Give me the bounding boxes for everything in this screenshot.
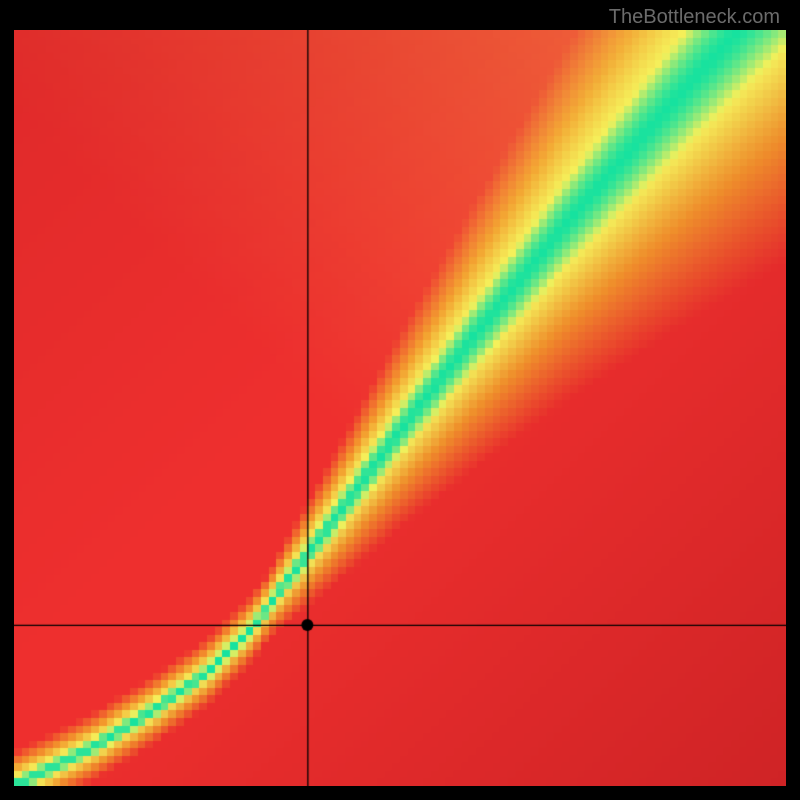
watermark-text: TheBottleneck.com bbox=[609, 6, 780, 29]
chart-container: TheBottleneck.com bbox=[0, 0, 800, 800]
heatmap-canvas bbox=[14, 30, 786, 786]
